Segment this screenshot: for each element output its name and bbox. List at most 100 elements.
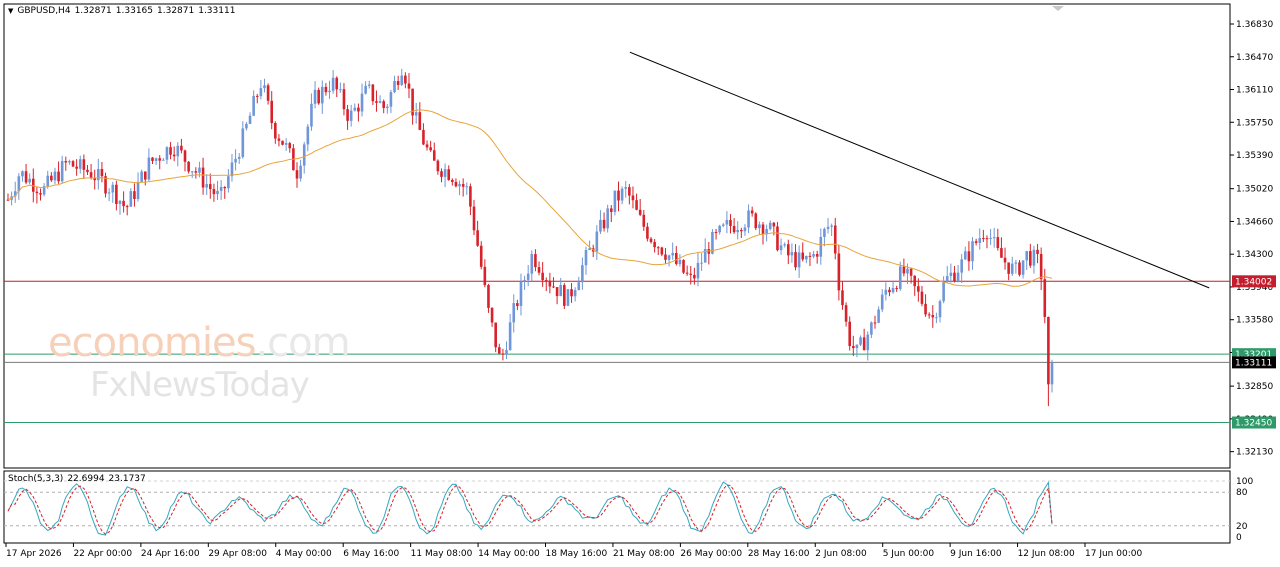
candle-body — [28, 178, 31, 183]
candle — [960, 253, 963, 284]
candle-body — [494, 322, 497, 348]
candle-body — [675, 252, 678, 264]
candle-body — [584, 250, 588, 266]
candle-body — [335, 77, 339, 90]
candle — [1010, 256, 1014, 276]
watermark-fxnewstoday: FxNewsToday — [90, 365, 310, 405]
candle — [573, 287, 577, 302]
candle-body — [837, 253, 841, 291]
candle-body — [700, 262, 703, 264]
candle-body — [46, 175, 50, 187]
candle — [1018, 260, 1021, 277]
candle-body — [909, 268, 913, 276]
y-tick-label: 1.34660 — [1236, 217, 1273, 227]
candle — [772, 221, 776, 236]
candle — [458, 180, 461, 196]
candle-body — [443, 169, 447, 177]
candle-body — [812, 254, 815, 257]
candle — [523, 275, 526, 290]
x-tick-label: 2 Jun 08:00 — [815, 549, 867, 559]
candle — [508, 313, 512, 351]
candle-body — [411, 88, 414, 116]
trendline[interactable] — [629, 51, 1210, 289]
candle — [833, 217, 837, 260]
y-tick-label: 1.36830 — [1236, 20, 1273, 30]
candle-body — [317, 89, 320, 104]
candle — [35, 186, 39, 204]
candle — [407, 73, 411, 99]
stochastic-header: Stoch(5,3,3) 22.6994 23.1737 — [8, 474, 146, 484]
candle-body — [631, 195, 635, 201]
candle — [823, 227, 826, 247]
candle — [93, 169, 96, 190]
candle-body — [736, 230, 740, 233]
candle-body — [859, 337, 862, 345]
candle — [519, 273, 523, 316]
candle-body — [945, 276, 949, 282]
candle-body — [143, 171, 147, 180]
dropdown-triangle-icon[interactable]: ▼ — [8, 7, 14, 15]
candle — [266, 83, 270, 105]
candle-body — [331, 77, 335, 91]
candle-body — [371, 84, 375, 102]
candle — [64, 156, 68, 171]
candle — [97, 158, 100, 190]
candle — [212, 183, 216, 202]
candle-body — [989, 237, 992, 239]
candle-body — [512, 303, 516, 323]
candle — [924, 294, 927, 317]
candle — [819, 228, 823, 265]
candle-body — [873, 322, 877, 324]
candle-body — [685, 272, 689, 274]
candle-body — [68, 161, 71, 163]
price-tag-bg — [1232, 356, 1276, 369]
candle — [848, 316, 852, 351]
stoch-main-value: 22.6994 — [67, 474, 105, 484]
candle — [82, 154, 86, 179]
candle — [794, 244, 797, 271]
x-tick-label: 9 Jun 16:00 — [950, 549, 1002, 559]
candle — [1000, 237, 1003, 258]
candle-body — [671, 252, 674, 256]
candle — [483, 259, 487, 288]
candle — [342, 83, 346, 116]
candle-body — [172, 154, 176, 157]
candle-body — [555, 287, 559, 297]
candle-body — [469, 186, 472, 207]
candle-body — [1043, 279, 1047, 317]
candle-body — [642, 214, 646, 227]
candle — [660, 246, 664, 257]
candle — [353, 103, 357, 112]
candle — [310, 93, 313, 131]
candle-body — [667, 255, 671, 260]
candle — [844, 302, 848, 327]
candle-body — [487, 285, 490, 308]
candle-body — [552, 286, 555, 288]
candle — [50, 172, 53, 182]
candle-body — [454, 181, 458, 187]
candle — [985, 235, 989, 249]
candle — [888, 287, 891, 297]
candle — [725, 211, 729, 234]
candle-body — [985, 238, 989, 240]
candle-body — [960, 259, 963, 273]
candle — [776, 221, 779, 252]
candle — [873, 315, 877, 329]
candle — [664, 248, 667, 264]
close-value: 1.33111 — [198, 6, 236, 16]
candle — [855, 344, 859, 358]
candle — [440, 168, 443, 183]
candle-body — [255, 95, 259, 97]
candle — [346, 104, 349, 130]
x-tick-label: 24 Apr 16:00 — [141, 549, 200, 559]
x-tick-label: 17 Jun 00:00 — [1085, 549, 1142, 559]
candle — [721, 223, 725, 228]
candle — [187, 161, 190, 174]
candle-body — [78, 159, 82, 169]
candle — [360, 83, 364, 117]
candle — [516, 299, 519, 311]
y-tick-label: 1.36470 — [1236, 53, 1273, 63]
candle-body — [978, 238, 982, 243]
candle — [736, 221, 740, 240]
